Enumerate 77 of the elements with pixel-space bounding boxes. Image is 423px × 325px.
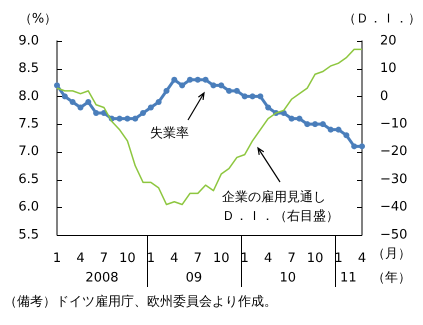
y2-tick-label: 0 <box>380 88 388 104</box>
x-tick-label: 4 <box>76 251 85 266</box>
x-tick-label: 4 <box>264 251 272 266</box>
point <box>210 82 216 88</box>
point <box>296 116 302 122</box>
y-tick-label: 7.5 <box>18 116 39 132</box>
y2-axis-title: （Ｄ．Ｉ．） <box>343 11 421 26</box>
point <box>186 76 193 83</box>
y-tick-label: 7.0 <box>18 144 39 160</box>
y2-tick-label: −10 <box>380 116 408 132</box>
text: （年） <box>372 270 411 286</box>
point <box>132 116 138 122</box>
point <box>124 116 130 122</box>
point <box>77 104 84 111</box>
point <box>156 98 162 105</box>
point <box>234 88 240 94</box>
x-tick-label: 7 <box>100 251 108 266</box>
point <box>351 143 358 150</box>
series-label: 失業率 <box>150 125 189 143</box>
x-tick-label: 1 <box>146 251 155 266</box>
point <box>194 76 201 83</box>
point <box>140 110 146 116</box>
x-tick-label: 1 <box>334 251 343 266</box>
x-tick-label: 1 <box>52 251 62 266</box>
x-tick-label: 10 <box>212 251 230 266</box>
x-tick-label: 10 <box>306 251 324 266</box>
point <box>171 76 178 83</box>
y2-tick-label: 20 <box>380 33 397 48</box>
y2-tick-label: −20 <box>380 144 408 160</box>
point <box>148 104 154 111</box>
text: 09 <box>186 270 202 286</box>
y-tick-label: 5.5 <box>18 227 39 242</box>
y-tick-label: 9.0 <box>18 33 39 48</box>
point <box>202 76 209 83</box>
x-tick-label: 7 <box>194 251 202 266</box>
text: （月） <box>372 246 411 262</box>
y2-tick-label: 10 <box>380 61 397 76</box>
point <box>218 82 224 88</box>
point <box>226 88 232 94</box>
point <box>359 143 365 150</box>
text: 11 <box>340 270 357 286</box>
y-tick-label: 8.0 <box>18 88 39 104</box>
y2-tick-label: −50 <box>380 227 408 242</box>
series-label: 企業の雇用見通しＤ．Ｉ．（右目盛） <box>222 189 339 226</box>
point <box>179 82 186 88</box>
x-tick-label: 4 <box>358 251 366 266</box>
point <box>336 126 342 133</box>
y2-tick-label: −30 <box>380 172 408 187</box>
x-tick-label: 1 <box>240 251 249 266</box>
point <box>312 121 318 128</box>
point <box>54 82 60 88</box>
point <box>328 126 334 133</box>
y-tick-label: 6.5 <box>18 172 39 187</box>
point <box>265 104 272 111</box>
x-tick-label: 7 <box>287 251 296 266</box>
point <box>257 93 264 100</box>
point <box>163 88 170 94</box>
y-tick-label: 8.5 <box>18 61 39 76</box>
point <box>70 98 76 105</box>
x-tick-label: 10 <box>119 251 136 266</box>
point <box>250 93 256 100</box>
point <box>242 93 248 100</box>
point <box>116 116 123 122</box>
point <box>93 110 100 116</box>
point <box>320 121 326 128</box>
point <box>288 116 295 122</box>
point <box>304 121 310 128</box>
point <box>85 98 92 105</box>
y-axis-title: （%） <box>18 11 58 26</box>
x-tick-label: 4 <box>170 251 178 266</box>
text: 10 <box>279 270 296 286</box>
y-tick-label: 6.0 <box>18 200 39 215</box>
point <box>62 93 68 100</box>
point <box>343 132 350 138</box>
text: 2008 <box>85 270 119 286</box>
text: （備考）ドイツ雇用庁、欧州委員会より作成。 <box>4 293 277 310</box>
y2-tick-label: −40 <box>380 200 408 215</box>
